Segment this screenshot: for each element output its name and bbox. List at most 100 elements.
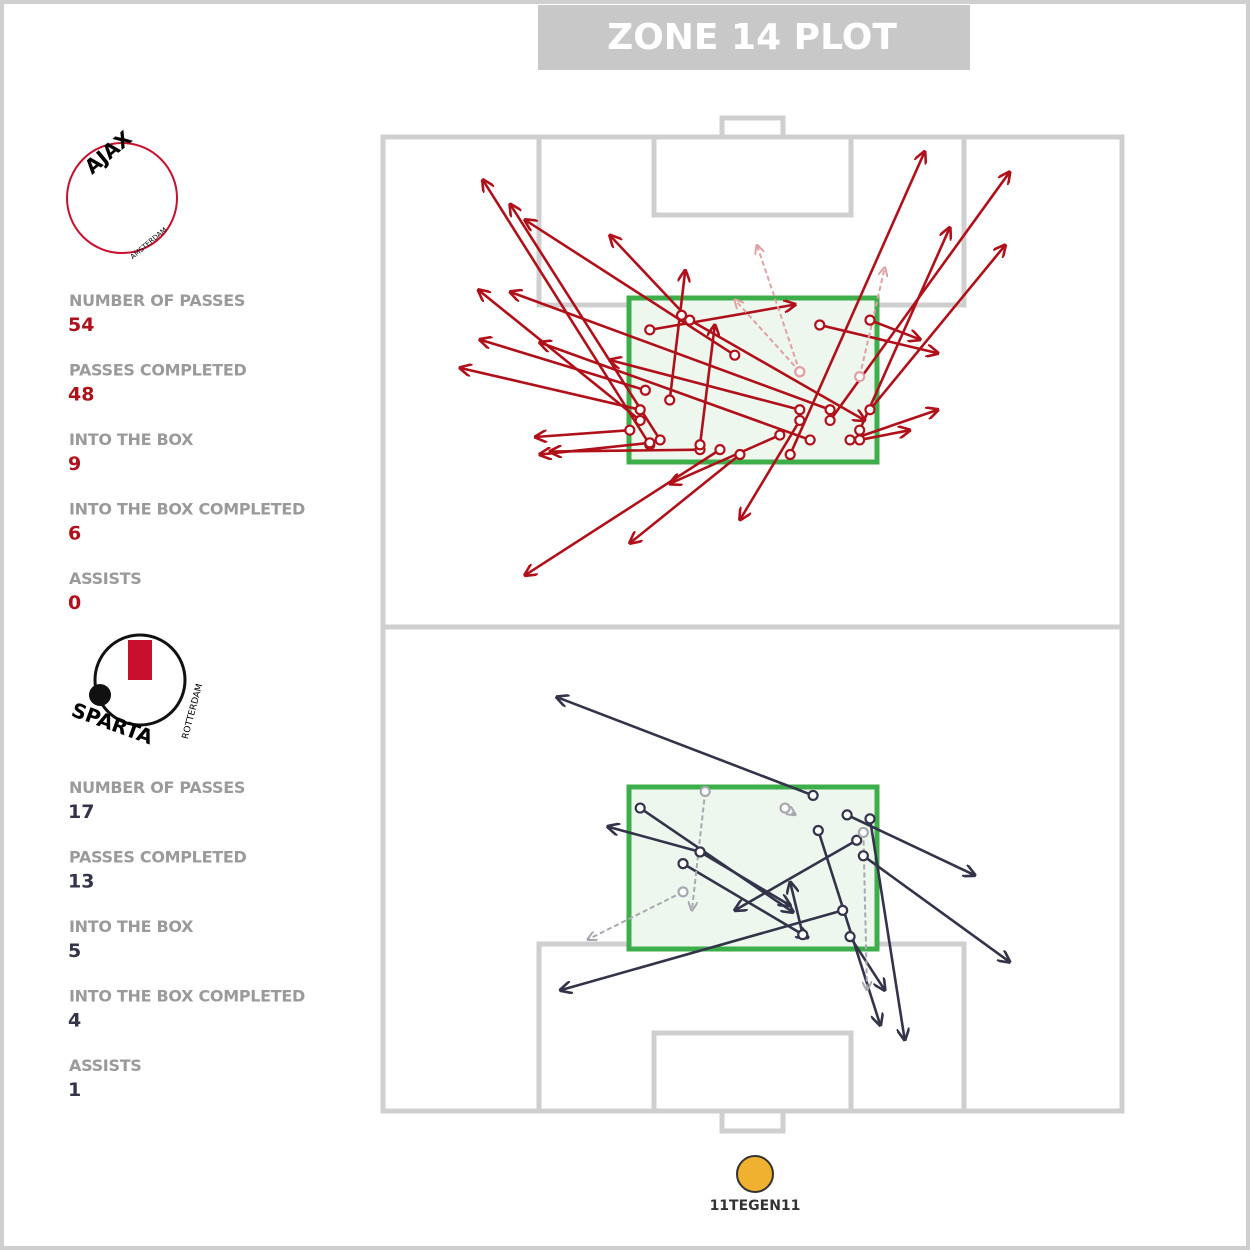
stat-label: INTO THE BOX (69, 430, 194, 449)
pass-origin (841, 809, 853, 821)
pass-origin (624, 424, 636, 436)
pass-origin (807, 789, 819, 802)
pass-arrow (868, 818, 905, 1040)
pass-origin (677, 858, 689, 870)
pass-origin (824, 404, 836, 416)
pass-origin (794, 366, 806, 378)
pass-arrow (868, 245, 1005, 411)
pass-origin (779, 802, 791, 814)
title-box (538, 5, 970, 70)
pass-arrow (735, 839, 858, 910)
pass-arrow (610, 360, 801, 411)
pass-origin (634, 414, 646, 427)
stat-label: INTO THE BOX COMPLETED (69, 500, 305, 519)
pass-origin (714, 444, 726, 456)
pass-arrow (849, 410, 938, 442)
pass-origin (797, 929, 809, 941)
pass-origin (837, 904, 849, 916)
pass-origin (684, 314, 696, 326)
stat-value: 54 (68, 314, 94, 336)
stat-label: NUMBER OF PASSES (69, 778, 245, 797)
stat-value: 9 (68, 453, 81, 475)
ajax-logo: AJAX AMSTERDAM (66, 125, 178, 261)
pass-origin (784, 448, 796, 461)
pass-origin (844, 931, 856, 943)
pass-origin (854, 371, 866, 383)
pitch (380, 115, 1125, 1134)
stat-value: 17 (68, 801, 94, 823)
pass-arrow (757, 245, 801, 373)
pass-origin (734, 448, 746, 461)
pass-arrow (740, 419, 801, 519)
pass-arrow (460, 368, 641, 411)
stat-value: 4 (68, 1010, 81, 1032)
pass-arrow (557, 697, 814, 797)
pass-origin (794, 414, 806, 427)
stat-label: PASSES COMPLETED (69, 848, 246, 867)
pass-origin (812, 824, 824, 837)
pass-arrow (858, 268, 885, 377)
pass-origin (864, 813, 876, 825)
pass-arrow (817, 830, 880, 1025)
stat-label: PASSES COMPLETED (69, 361, 246, 380)
pass-arrow (608, 827, 701, 854)
pass-arrow (790, 882, 805, 936)
pass-origin (864, 314, 876, 326)
pass-arrow (699, 850, 790, 906)
pass-origin (634, 802, 646, 814)
stat-label: INTO THE BOX (69, 917, 194, 936)
pass-arrow (535, 428, 630, 437)
pass-arrow (510, 204, 662, 441)
pass-arrow (862, 854, 1009, 962)
pass-arrow (510, 292, 831, 411)
title: ZONE 14 PLOT (607, 17, 897, 58)
pass-origin (854, 434, 866, 446)
pass-origin (794, 404, 806, 416)
stat-value: 13 (68, 871, 94, 893)
pass-origin (634, 404, 646, 416)
pass-arrow (610, 235, 691, 322)
pass-arrow (639, 807, 793, 912)
pass-origin (774, 429, 786, 441)
pass-origin (694, 846, 706, 858)
stat-value: 6 (68, 523, 81, 545)
pass-origin (857, 826, 869, 839)
pass-arrow (478, 290, 641, 422)
pass-origin (864, 404, 876, 416)
pass-origin (844, 434, 856, 446)
stat-value: 5 (68, 940, 81, 962)
pass-origin (699, 785, 711, 798)
pass-origin (675, 309, 688, 321)
pass-arrow (560, 909, 844, 990)
pass-origin (644, 437, 656, 449)
pass-arrow (670, 433, 781, 484)
pass-arrow (846, 813, 975, 875)
stat-label: INTO THE BOX COMPLETED (69, 987, 305, 1006)
pass-origin (851, 834, 863, 846)
pass-arrow (858, 228, 950, 431)
pass-arrow (540, 343, 811, 442)
stat-label: NUMBER OF PASSES (69, 291, 245, 310)
pass-arrow (819, 323, 938, 353)
pass-arrow (668, 270, 686, 401)
stat-value: 48 (68, 384, 94, 406)
stat-label: ASSISTS (69, 569, 142, 588)
pass-origin (654, 434, 666, 446)
pass-origin (804, 434, 816, 446)
pass-origin (729, 349, 741, 361)
pass-arrow (588, 890, 684, 940)
pass-origin (677, 886, 689, 898)
pass-arrow (525, 448, 721, 576)
pass-origin (857, 850, 869, 862)
pass-origin (644, 324, 656, 336)
pass-arrow (550, 450, 701, 452)
pass-arrow (525, 220, 736, 357)
footer: 11TEGEN11 (710, 1198, 801, 1214)
stat-label: ASSISTS (69, 1056, 142, 1075)
pass-origin (814, 319, 826, 331)
pass-origin (854, 424, 866, 436)
pass-origin (694, 439, 706, 451)
footer-logo: 11TEGEN11 (710, 1155, 801, 1214)
pass-origin (824, 414, 836, 427)
